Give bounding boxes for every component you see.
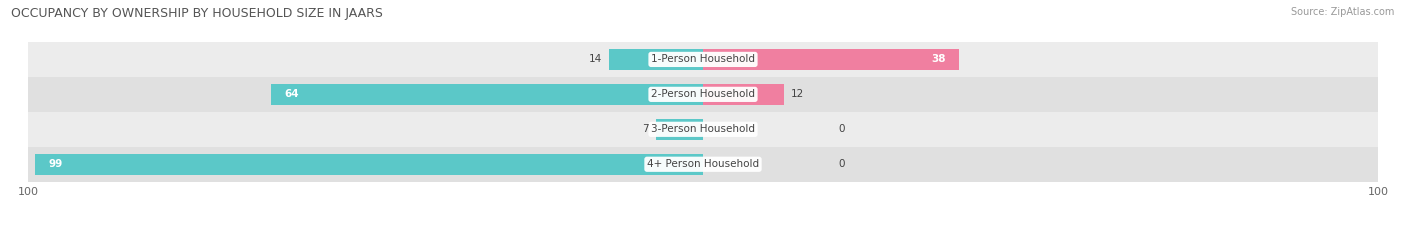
Text: 0: 0 (838, 159, 845, 169)
Text: 7: 7 (643, 124, 650, 134)
Text: OCCUPANCY BY OWNERSHIP BY HOUSEHOLD SIZE IN JAARS: OCCUPANCY BY OWNERSHIP BY HOUSEHOLD SIZE… (11, 7, 382, 20)
Bar (703, 49, 959, 70)
Bar (655, 119, 703, 140)
Bar (28, 112, 1378, 147)
Bar (703, 84, 785, 105)
Text: 12: 12 (790, 89, 804, 99)
Text: 64: 64 (284, 89, 299, 99)
Text: 14: 14 (589, 55, 602, 64)
Text: 0: 0 (838, 124, 845, 134)
Text: 2-Person Household: 2-Person Household (651, 89, 755, 99)
Bar (609, 49, 703, 70)
Text: 3-Person Household: 3-Person Household (651, 124, 755, 134)
Bar (271, 84, 703, 105)
Text: Source: ZipAtlas.com: Source: ZipAtlas.com (1291, 7, 1395, 17)
Bar (28, 42, 1378, 77)
Bar (28, 77, 1378, 112)
Text: 38: 38 (931, 55, 946, 64)
Text: 1-Person Household: 1-Person Household (651, 55, 755, 64)
Bar (35, 154, 703, 175)
Bar (28, 147, 1378, 182)
Text: 4+ Person Household: 4+ Person Household (647, 159, 759, 169)
Text: 99: 99 (48, 159, 63, 169)
